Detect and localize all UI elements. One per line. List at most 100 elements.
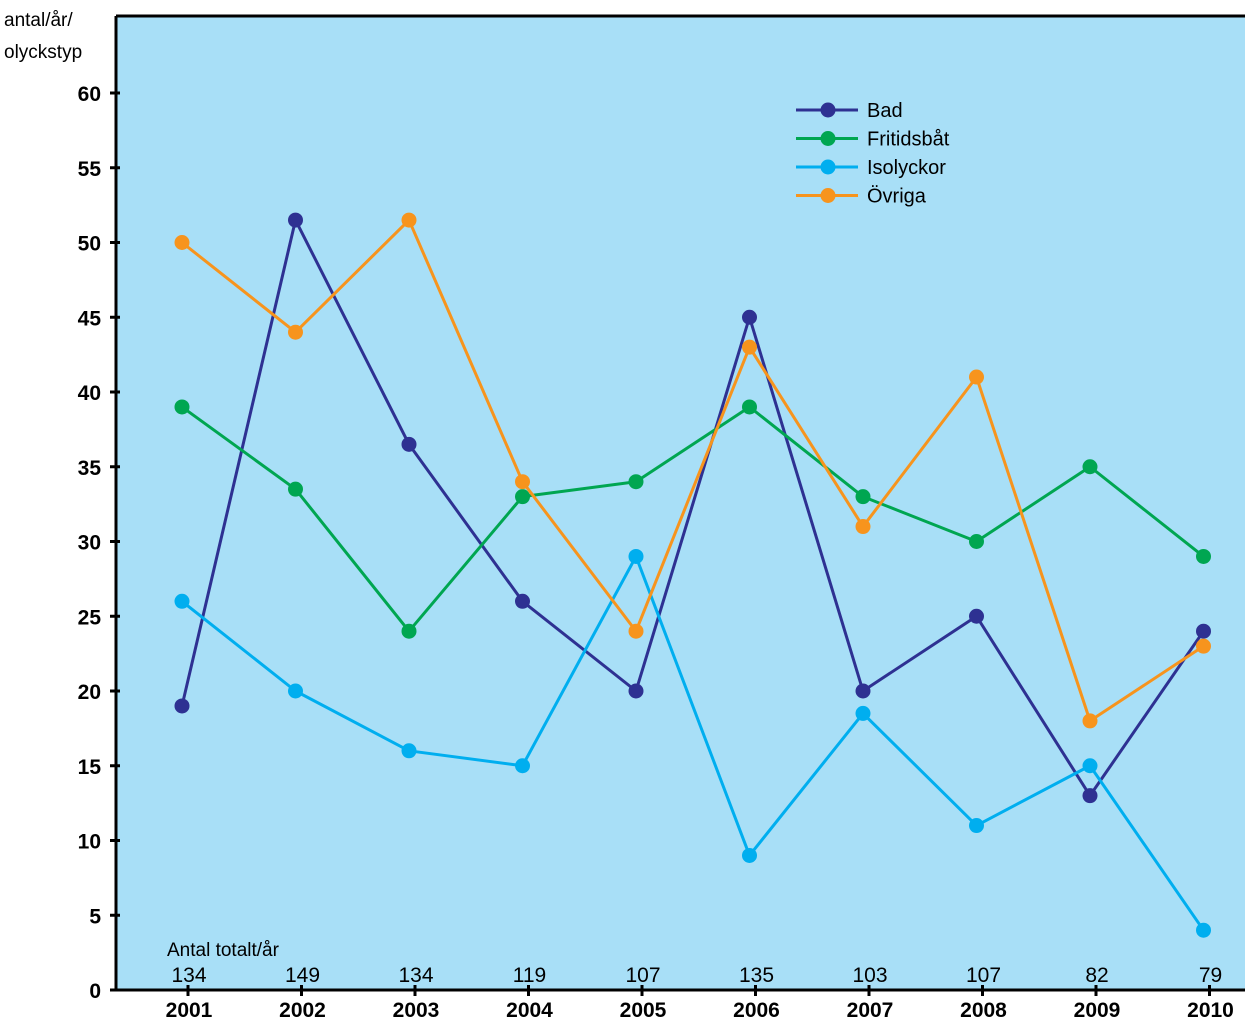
data-point: [742, 399, 757, 415]
y-tick-label: 40: [78, 382, 101, 405]
x-tick-label: 2009: [1074, 999, 1121, 1021]
series-line: [181, 405, 1205, 633]
series-bad: [174, 212, 1211, 804]
y-tick-label: 25: [78, 606, 102, 629]
totals-row: 134 149 134 119 107 135 103 107 82 79: [171, 964, 1222, 987]
x-tick-label: 2008: [960, 999, 1007, 1021]
series-line: [180, 218, 1205, 798]
x-tick-label: 2003: [393, 999, 440, 1021]
data-point: [401, 212, 417, 228]
series-fritidsbåt: [174, 399, 1211, 639]
data-point: [628, 623, 644, 639]
data-point: [969, 818, 984, 834]
legend-label: Övriga: [867, 186, 927, 208]
y-tick-label: 20: [78, 681, 101, 704]
data-point: [1196, 638, 1211, 654]
legend-label: Fritidsbåt: [867, 129, 950, 151]
x-tick-label: 2002: [279, 999, 326, 1021]
data-point: [1082, 788, 1098, 804]
data-point: [515, 593, 530, 609]
data-point: [174, 698, 190, 714]
series-isolyckor: [174, 548, 1211, 938]
series-group: [174, 212, 1211, 938]
x-axis-ticks: 2001 2002 2003 2004 2005 2006 2007 2008 2009 2010: [166, 985, 1234, 1021]
data-point: [515, 489, 530, 505]
data-point: [855, 489, 871, 505]
total-value: 135: [739, 964, 774, 987]
total-value: 134: [171, 964, 206, 987]
plot-area: [116, 16, 1245, 990]
total-value: 82: [1085, 964, 1108, 987]
data-point: [288, 324, 303, 340]
data-point: [288, 683, 303, 699]
legend-swatch-dot: [820, 102, 836, 118]
data-point: [1082, 758, 1098, 774]
total-value: 119: [513, 964, 546, 987]
y-tick-label: 60: [78, 83, 101, 106]
y-tick-label: 30: [78, 532, 101, 555]
y-tick-label: 15: [78, 756, 102, 779]
data-point: [1082, 713, 1098, 729]
y-tick-label: 5: [89, 905, 101, 928]
data-point: [1196, 922, 1211, 938]
data-point: [174, 399, 190, 415]
x-tick-label: 2006: [733, 999, 780, 1021]
legend-swatch-dot: [820, 131, 836, 146]
legend-item: Isolyckor: [796, 157, 946, 179]
legend-swatch-dot: [820, 159, 836, 175]
data-point: [628, 474, 644, 490]
data-point: [969, 369, 984, 385]
legend: Bad Fritidsbåt Isolyckor Övriga: [796, 100, 950, 208]
data-point: [969, 534, 984, 549]
data-point: [515, 474, 530, 490]
legend-item: Övriga: [796, 186, 927, 208]
x-tick-label: 2001: [166, 999, 213, 1021]
data-point: [855, 705, 871, 721]
total-value: 107: [625, 964, 660, 987]
data-point: [174, 593, 190, 609]
data-point: [174, 235, 190, 250]
data-point: [401, 743, 417, 759]
data-point: [855, 683, 871, 699]
data-point: [515, 758, 530, 774]
series-line: [181, 218, 1205, 723]
total-value: 107: [966, 964, 1001, 987]
y-axis-label-line2: olyckstyp: [4, 42, 82, 63]
y-tick-label: 0: [89, 980, 101, 1003]
data-point: [288, 481, 303, 497]
series-line: [181, 554, 1205, 932]
data-point: [401, 623, 417, 639]
x-tick-label: 2004: [506, 999, 553, 1021]
legend-label: Isolyckor: [867, 157, 946, 179]
total-value: 134: [398, 964, 433, 987]
legend-label: Bad: [867, 100, 903, 122]
data-point: [1082, 459, 1098, 475]
data-point: [288, 212, 303, 228]
x-tick-label: 2010: [1187, 999, 1234, 1021]
legend-swatch-dot: [820, 188, 836, 203]
totals-label: Antal totalt/år: [167, 940, 280, 961]
data-point: [1196, 623, 1211, 639]
legend-item: Bad: [796, 100, 903, 122]
data-point: [401, 436, 417, 452]
data-point: [1196, 548, 1211, 564]
y-axis-ticks: 0 5 10 15 20 25 30 35 40 45 50 55 60: [78, 83, 120, 1003]
y-tick-label: 10: [78, 831, 101, 854]
y-tick-label: 55: [78, 158, 102, 181]
data-point: [742, 339, 757, 355]
data-point: [742, 309, 757, 325]
x-tick-label: 2007: [847, 999, 894, 1021]
legend-item: Fritidsbåt: [796, 129, 950, 151]
total-value: 103: [852, 964, 887, 987]
data-point: [742, 847, 757, 863]
y-tick-label: 45: [78, 307, 102, 330]
total-value: 149: [285, 964, 320, 987]
total-value: 79: [1199, 964, 1222, 987]
y-tick-label: 35: [78, 457, 102, 480]
series-övriga: [174, 212, 1211, 729]
y-tick-label: 50: [78, 233, 101, 256]
data-point: [855, 519, 871, 535]
data-point: [969, 608, 984, 624]
data-point: [628, 548, 644, 564]
